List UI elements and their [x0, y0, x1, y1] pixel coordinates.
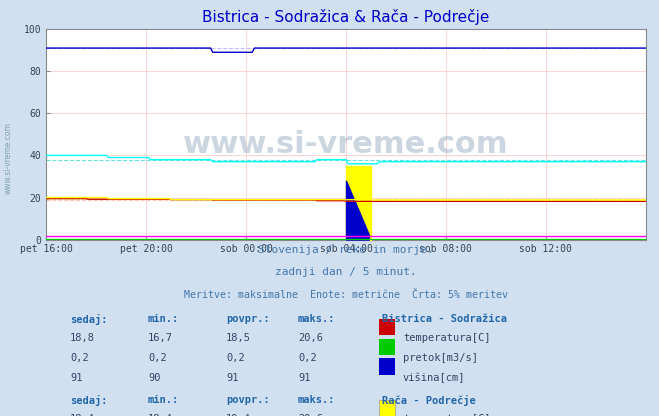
Text: temperatura[C]: temperatura[C] [403, 414, 490, 416]
Text: 20,6: 20,6 [298, 414, 323, 416]
Text: 20,6: 20,6 [298, 334, 323, 344]
Text: 18,5: 18,5 [226, 334, 251, 344]
Bar [379, 400, 395, 416]
Bar [379, 319, 395, 335]
Text: Slovenija / reke in morje.: Slovenija / reke in morje. [258, 245, 434, 255]
Text: 91: 91 [298, 373, 310, 383]
Text: sedaj:: sedaj: [70, 314, 107, 325]
Bar [379, 339, 395, 355]
Text: 91: 91 [226, 373, 239, 383]
Bar [379, 359, 395, 375]
Text: Rača - Podrečje: Rača - Podrečje [382, 395, 476, 406]
Text: maks.:: maks.: [298, 395, 335, 405]
Text: 19,4: 19,4 [226, 414, 251, 416]
Text: 0,2: 0,2 [298, 353, 317, 363]
Text: maks.:: maks.: [298, 314, 335, 324]
Text: 0,2: 0,2 [148, 353, 167, 363]
Text: min.:: min.: [148, 395, 179, 405]
Text: 91: 91 [70, 373, 82, 383]
Text: 18,8: 18,8 [70, 334, 95, 344]
Text: 90: 90 [148, 373, 161, 383]
Text: pretok[m3/s]: pretok[m3/s] [403, 353, 478, 363]
Text: www.si-vreme.com: www.si-vreme.com [183, 130, 509, 159]
Text: višina[cm]: višina[cm] [403, 373, 465, 384]
Text: Bistrica - Sodražica: Bistrica - Sodražica [382, 314, 507, 324]
Title: Bistrica - Sodražica & Rača - Podrečje: Bistrica - Sodražica & Rača - Podrečje [202, 9, 490, 25]
Text: 16,7: 16,7 [148, 334, 173, 344]
Text: 18,4: 18,4 [148, 414, 173, 416]
Text: temperatura[C]: temperatura[C] [403, 334, 490, 344]
Text: povpr.:: povpr.: [226, 314, 270, 324]
Text: min.:: min.: [148, 314, 179, 324]
Text: povpr.:: povpr.: [226, 395, 270, 405]
Text: sedaj:: sedaj: [70, 395, 107, 406]
Text: Meritve: maksimalne  Enote: metrične  Črta: 5% meritev: Meritve: maksimalne Enote: metrične Črta… [184, 290, 508, 300]
Text: 18,4: 18,4 [70, 414, 95, 416]
Text: www.si-vreme.com: www.si-vreme.com [3, 122, 13, 194]
Text: zadnji dan / 5 minut.: zadnji dan / 5 minut. [275, 267, 417, 277]
Text: 0,2: 0,2 [70, 353, 89, 363]
Text: 0,2: 0,2 [226, 353, 244, 363]
